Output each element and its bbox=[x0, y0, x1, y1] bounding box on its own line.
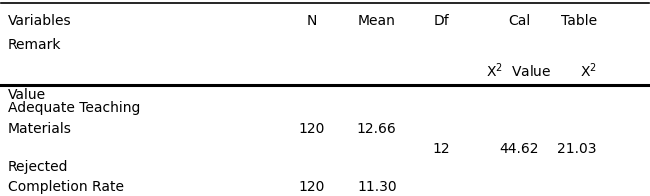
Text: N: N bbox=[307, 14, 317, 28]
Text: Completion Rate: Completion Rate bbox=[8, 180, 124, 194]
Text: 21.03: 21.03 bbox=[557, 142, 597, 156]
Text: X$^2$: X$^2$ bbox=[580, 61, 597, 80]
Text: Materials: Materials bbox=[8, 122, 72, 136]
Text: Value: Value bbox=[8, 88, 46, 102]
Text: 12.66: 12.66 bbox=[357, 122, 396, 136]
Text: 120: 120 bbox=[299, 122, 325, 136]
Text: Rejected: Rejected bbox=[8, 161, 68, 174]
Text: Df: Df bbox=[434, 14, 449, 28]
Text: Cal: Cal bbox=[508, 14, 530, 28]
Text: 44.62: 44.62 bbox=[499, 142, 539, 156]
Text: X$^2$  Value: X$^2$ Value bbox=[486, 61, 552, 80]
Text: Table: Table bbox=[561, 14, 597, 28]
Text: Mean: Mean bbox=[358, 14, 396, 28]
Text: Variables: Variables bbox=[8, 14, 72, 28]
Text: Remark: Remark bbox=[8, 38, 61, 52]
Text: Adequate Teaching: Adequate Teaching bbox=[8, 101, 140, 115]
Text: 120: 120 bbox=[299, 180, 325, 194]
Text: 11.30: 11.30 bbox=[357, 180, 396, 194]
Text: 12: 12 bbox=[433, 142, 450, 156]
